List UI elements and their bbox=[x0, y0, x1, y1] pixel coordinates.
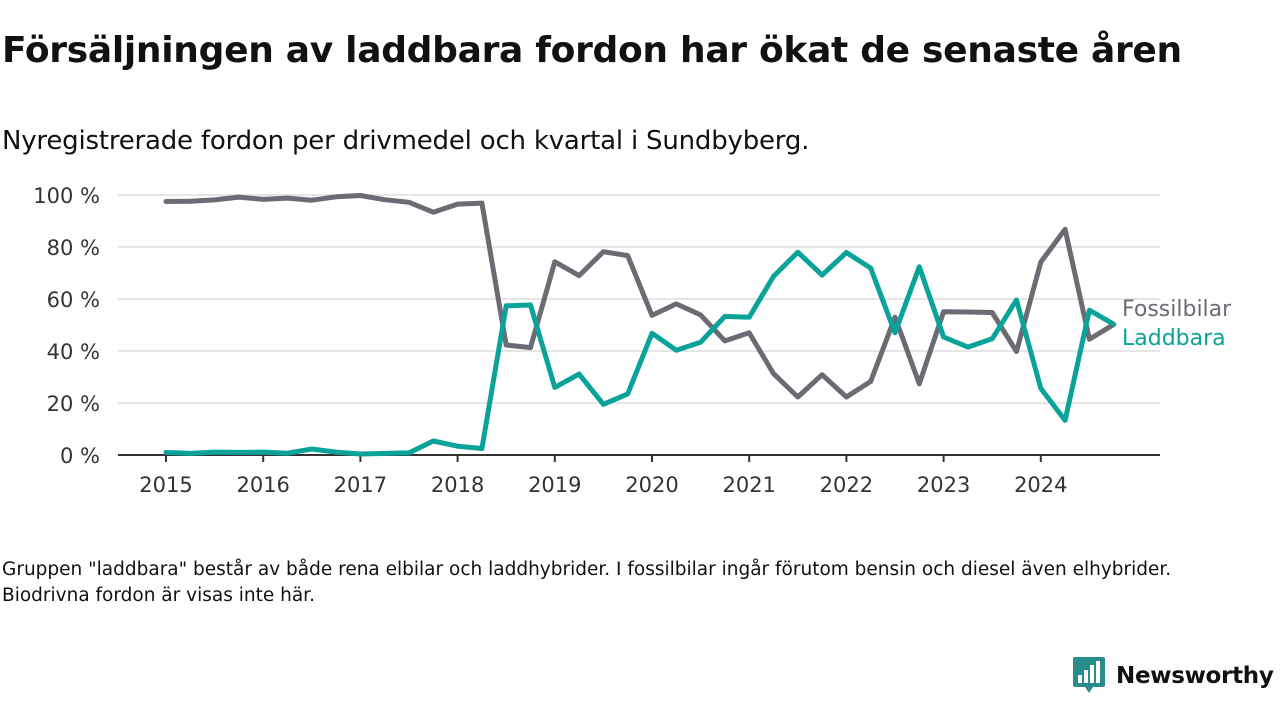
legend-label-laddbara: Laddbara bbox=[1122, 326, 1226, 351]
x-tick-label: 2018 bbox=[431, 473, 484, 497]
y-tick-label: 100 % bbox=[33, 184, 100, 208]
x-tick-label: 2023 bbox=[917, 473, 970, 497]
chart-subtitle: Nyregistrerade fordon per drivmedel och … bbox=[2, 126, 810, 156]
x-axis-ticks: 2015 2016 2017 2018 2019 2020 2021 2022 2023 2024 bbox=[139, 455, 1068, 497]
x-tick-label: 2022 bbox=[820, 473, 873, 497]
footnote: Gruppen "laddbara" består av både rena e… bbox=[2, 559, 1172, 606]
x-tick-label: 2016 bbox=[236, 473, 289, 497]
series-line-fossilbilar bbox=[163, 193, 1117, 400]
y-tick-label: 40 % bbox=[47, 340, 100, 364]
x-tick-label: 2024 bbox=[1014, 473, 1067, 497]
legend: Fossilbilar Laddbara bbox=[1122, 297, 1232, 351]
brand-logo[interactable]: Newsworthy bbox=[1072, 656, 1274, 696]
series-lines bbox=[163, 193, 1117, 457]
chart-title: Försäljningen av laddbara fordon har öka… bbox=[2, 30, 1182, 71]
series-line-laddbara bbox=[163, 249, 1117, 457]
y-tick-label: 20 % bbox=[47, 392, 100, 416]
x-tick-label: 2015 bbox=[139, 473, 192, 497]
newsworthy-logo-icon bbox=[1073, 657, 1105, 693]
y-tick-label: 0 % bbox=[60, 444, 100, 468]
x-tick-label: 2017 bbox=[334, 473, 387, 497]
y-tick-label: 80 % bbox=[47, 236, 100, 260]
x-tick-label: 2020 bbox=[625, 473, 678, 497]
y-tick-label: 60 % bbox=[47, 288, 100, 312]
y-axis-ticks: 0 % 20 % 40 % 60 % 80 % 100 % bbox=[33, 184, 100, 468]
brand-name: Newsworthy bbox=[1116, 663, 1274, 689]
x-tick-label: 2019 bbox=[528, 473, 581, 497]
x-tick-label: 2021 bbox=[722, 473, 775, 497]
line-chart: 0 %20 %40 %60 %80 %100 % 2015 2016 2017 201… bbox=[33, 184, 1232, 497]
legend-label-fossilbilar: Fossilbilar bbox=[1122, 297, 1232, 322]
